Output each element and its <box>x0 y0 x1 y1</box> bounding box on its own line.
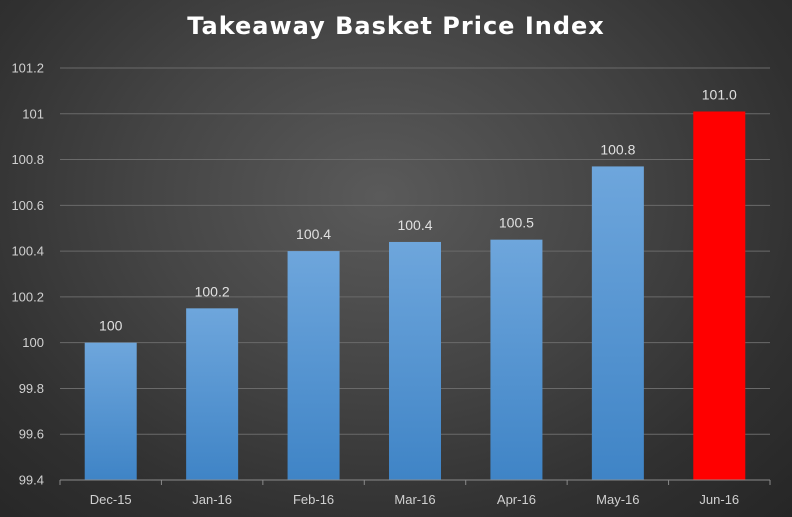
y-tick-label: 101 <box>22 106 44 121</box>
y-tick-label: 100.4 <box>11 244 44 259</box>
y-tick-label: 100.8 <box>11 152 44 167</box>
bar <box>389 241 441 480</box>
data-label: 101.0 <box>702 86 737 102</box>
data-label: 100.5 <box>499 215 534 231</box>
y-tick-label: 100 <box>22 335 44 350</box>
y-tick-label: 101.2 <box>11 61 44 76</box>
x-tick-label: Feb-16 <box>293 492 334 507</box>
data-label: 100.4 <box>296 226 331 242</box>
bars <box>84 111 746 480</box>
y-tick-label: 99.8 <box>19 381 44 396</box>
data-label: 100.4 <box>397 217 432 233</box>
bar <box>84 342 137 480</box>
bar <box>490 239 543 480</box>
x-tick-label: Apr-16 <box>497 492 536 507</box>
axes: 99.4 99.6 99.8 100 100.2 100.4 100.6 100.8 101 10… <box>11 61 771 507</box>
data-label: 100 <box>99 318 123 334</box>
data-label: 100.8 <box>600 141 635 157</box>
bar <box>591 166 644 480</box>
x-tick-label: Jan-16 <box>192 492 232 507</box>
x-tick-label: Dec-15 <box>90 492 132 507</box>
bar <box>186 308 239 480</box>
x-tick-label: Jun-16 <box>699 492 739 507</box>
x-tick-label: Mar-16 <box>394 492 435 507</box>
bar <box>693 111 746 480</box>
data-label: 100.2 <box>195 283 230 299</box>
chart-title: Takeaway Basket Price Index <box>187 12 605 40</box>
x-tick-label: May-16 <box>596 492 639 507</box>
y-tick-label: 100.6 <box>11 198 44 213</box>
data-labels: 100 100.2 100.4 100.4 100.5 100.8 101.0 <box>99 86 737 333</box>
y-tick-label: 100.2 <box>11 289 44 304</box>
bar <box>287 251 340 480</box>
y-tick-label: 99.6 <box>19 427 44 442</box>
y-tick-label: 99.4 <box>19 473 44 488</box>
